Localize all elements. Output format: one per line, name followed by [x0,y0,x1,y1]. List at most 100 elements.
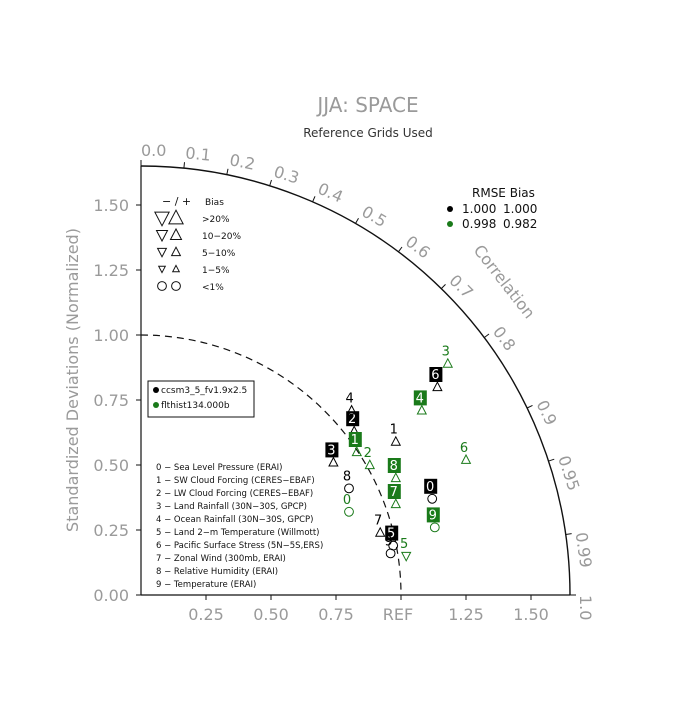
data-point-label-box [325,442,339,458]
bias-legend-row: <1% [157,281,224,293]
case-name: flthist134.000b [161,401,230,411]
correlation-tick-label: 0.0 [141,141,166,160]
y-tick-label: 0.50 [93,456,129,475]
correlation-tick-mark [565,533,572,535]
x-tick-label: 1.25 [448,605,484,624]
case-legend-row: ccsm3_5_fv1.9x2.5 [153,386,247,396]
data-point-label: 2 [364,446,372,461]
data-point-label: 3 [327,443,335,458]
x-tick-label: 1.50 [513,605,549,624]
variable-legend-item: 9 − Temperature (ERAI) [156,580,256,590]
summary-row: 1.000 1.000 [447,202,537,216]
bias-legend-row: >20% [154,209,230,227]
data-point-label: 4 [416,391,424,406]
data-point-marker [442,357,454,368]
correlation-tick-mark [397,246,403,253]
data-point-marker [427,493,438,504]
data-point-label: 8 [343,469,351,484]
bias-legend-row: 1−5% [157,264,230,276]
data-point-marker [374,526,386,537]
data-point-marker [390,498,402,509]
correlation-tick-label: 0.4 [315,179,346,207]
summary-row: 0.998 0.982 [447,217,537,231]
ref-label: REF [383,605,413,624]
variable-legend-item: 7 − Zonal Wind (300mb, ERAI) [156,554,286,564]
data-point-label-box [387,484,401,499]
summary-dot [447,221,453,227]
summary-bias: 0.982 [503,217,537,231]
variable-legend-item: 1 − SW Cloud Forcing (CERES−EBAF) [156,476,315,486]
variable-legend: 0 − Sea Level Pressure (ERAI) 1 − SW Clou… [156,463,323,590]
data-point-label: 0 [343,493,351,508]
y-tick-label: 1.25 [93,261,129,280]
data-point-marker [344,483,354,494]
correlation-tick-label: 0.9 [533,397,561,428]
bias-positive-icon [171,281,181,291]
summary-header: RMSE Bias [472,186,535,200]
data-point-label-box [424,478,438,494]
bias-legend-signs: − / + [162,195,191,208]
y-tick-label: 1.00 [93,326,129,345]
bias-negative-icon [157,265,167,274]
data-point-marker [400,551,412,562]
data-point-label: 8 [390,459,398,474]
data-point-label: 9 [429,508,437,523]
case-legend-row: flthist134.000b [153,401,230,411]
bias-positive-icon [170,246,182,257]
correlation-label: Correlation [470,241,539,322]
case-dot [153,402,159,408]
data-point-label: 6 [460,441,468,456]
data-point-label-box [387,458,401,473]
data-point-marker [351,446,363,457]
variable-legend-item: 4 − Ocean Rainfall (30N−30S, GPCP) [156,515,313,525]
bias-legend-label: <1% [202,283,224,293]
data-point-marker [390,435,402,446]
y-tick-label: 1.50 [93,196,129,215]
data-point-label: 7 [390,485,398,500]
data-point-label: 5 [400,537,408,552]
variable-legend-item: 8 − Relative Humidity (ERAI) [156,567,278,577]
bias-legend: − / + Bias >20% 10−20% 5−10% 1−5% <1% [154,195,241,293]
correlation-tick-mark [269,179,272,186]
y-tick-label: 0.25 [93,521,129,540]
bias-legend-row: 10−20% [155,227,241,243]
variable-legend-item: 5 − Land 2−m Temperature (Willmott) [156,528,320,538]
correlation-tick-mark [526,404,533,409]
data-point-marker [364,459,376,470]
bias-negative-icon [156,247,168,258]
bias-positive-icon [169,227,183,240]
data-point-marker [432,381,443,392]
data-point-marker [390,472,402,483]
bias-legend-label: 5−10% [202,249,236,259]
summary-dot [447,206,453,212]
summary-rmse: 0.998 [462,217,496,231]
data-point-label: 1 [390,423,398,438]
chart-subtitle: Reference Grids Used [303,126,433,140]
data-point-label: 4 [345,391,353,406]
bias-negative-icon [157,281,167,291]
case-dot [153,387,159,393]
data-point-label: 6 [431,368,439,383]
correlation-tick-mark [483,333,490,339]
y-tick-label: 0.00 [93,586,129,605]
x-tick-label: 0.75 [318,605,354,624]
correlation-tick-mark [183,162,185,169]
data-point-marker [429,522,440,533]
bias-positive-icon [168,209,184,225]
correlation-tick-label: 0.99 [572,531,596,569]
summary-bias: 1.000 [503,202,537,216]
data-point-marker [460,453,472,464]
data-point-label-box [429,367,443,382]
bias-legend-label: 10−20% [202,232,241,242]
data-point-label: 3 [442,345,450,360]
correlation-tick-mark [548,458,555,462]
data-point-label: 0 [426,480,434,495]
bias-negative-icon [155,230,169,243]
bias-legend-header: Bias [205,198,224,208]
data-point-label: 5 [387,527,395,542]
data-point-label: 1 [351,433,359,448]
